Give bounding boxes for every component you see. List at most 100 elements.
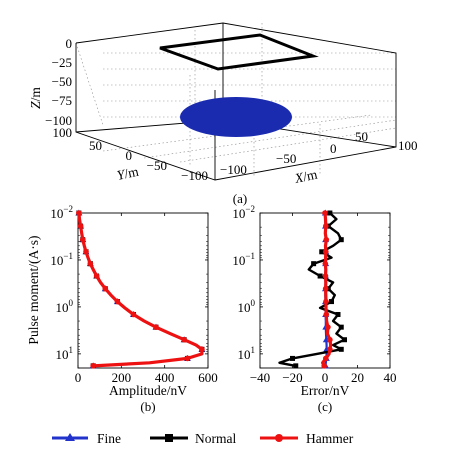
data-point-hammer [130,311,137,318]
data-point-normal [338,324,344,330]
data-point-normal [342,337,347,343]
panel-b-amplitude-plot: Pulse moment/(A·s) Amplitude/nV (b) 0 200… [26,204,218,414]
legend: Fine Normal Hammer [52,431,354,446]
series-line-fine [77,212,203,367]
x-tick-label: 40 [384,370,397,385]
data-point-hammer [199,346,205,353]
legend-item-hammer: Hammer [260,431,354,446]
z-axis-ticks: 0 −25 −50 −75 −100 [45,36,72,128]
x-tick: −100 [220,162,247,177]
x-tick-label: 20 [351,370,364,385]
square-loop [159,33,319,71]
panel-b-axes-box [77,212,209,369]
x-tick: 100 [398,138,418,153]
data-point-hammer [181,336,187,343]
caption-b: (b) [140,399,155,414]
y-tick-label: 10−1 [232,251,255,268]
square-marker-icon [165,434,173,442]
amplitude-axis-label: Amplitude/nV [109,383,187,398]
data-point-hammer [323,298,329,305]
caption-a: (a) [233,191,247,206]
data-point-hammer [323,311,330,318]
data-point-hammer [322,285,329,292]
data-point-normal [290,355,295,361]
y-tick-label: 100 [56,298,74,315]
data-point-hammer [323,355,329,362]
data-point-hammer [83,248,89,255]
z-tick: 0 [66,36,73,51]
legend-label-normal: Normal [195,431,236,446]
data-point-hammer [77,223,84,229]
data-point-normal [311,261,317,267]
data-point-hammer [323,236,330,243]
caption-c: (c) [318,399,332,414]
x-tick-label: 400 [155,370,175,385]
z-tick: −50 [52,74,72,89]
y-tick: 0 [126,148,133,163]
data-point-hammer [321,363,327,369]
data-point-normal [338,346,344,352]
z-tick: −75 [52,93,72,108]
disk-at-depth [180,97,292,137]
x-tick: 50 [355,129,368,144]
y-tick-label: 10−2 [50,204,73,221]
legend-item-normal: Normal [150,431,236,446]
data-point-hammer [327,346,333,353]
series-line-normal [77,212,204,368]
x-axis-label: X/m [293,166,320,186]
data-point-normal [317,273,323,279]
panel-a-3d-plot: 0 −25 −50 −75 −100 Z/m 100 50 0 −50 −100… [28,22,418,206]
x-tick: −50 [276,151,296,166]
x-axis-ticks: −100 −50 0 50 100 [220,129,418,177]
x-tick: 0 [330,141,337,156]
data-point-hammer [323,223,329,229]
y-tick-label: 101 [56,345,74,362]
data-point-hammer [184,355,191,362]
z-tick: −25 [52,55,72,70]
data-point-hammer [114,298,121,305]
y-tick-label: 101 [238,345,256,362]
data-point-hammer [153,324,159,330]
y-tick: −50 [147,158,167,173]
pulse-moment-label: Pulse moment/(A·s) [26,235,41,344]
panel-c-error-plot: Error/nV (c) −40 −20 0 20 40 10−2 10−1 100 101 [232,204,396,414]
data-point-hammer [327,336,333,343]
series-line-hammer [77,212,204,368]
y-axis-label: Y/m [116,164,141,183]
y-tick-label: 100 [238,298,256,315]
legend-label-hammer: Hammer [306,431,354,446]
triangle-marker-icon [65,433,75,441]
data-point-hammer [322,273,329,279]
data-point-hammer [102,285,109,292]
y-tick-label: 10−2 [232,204,255,221]
data-point-normal [338,237,344,243]
data-point-hammer [323,248,329,255]
data-point-hammer [76,210,82,216]
x-tick-label: 600 [198,370,218,385]
error-axis-label: Error/nV [301,383,350,398]
circle-marker-icon [275,434,283,442]
data-point-normal [335,311,341,317]
data-point-normal [327,210,333,216]
panel-a-grid [75,23,397,178]
data-point-hammer [87,260,94,267]
series-line-normal [278,212,346,368]
y-tick: 100 [53,125,73,140]
data-point-hammer [93,273,100,279]
x-tick-label: −20 [282,370,302,385]
z-axis-label: Z/m [28,87,43,109]
data-point-normal [293,363,299,369]
data-point-normal [319,249,325,255]
data-point-hammer [79,236,86,243]
data-point-hammer [325,324,331,330]
data-point-hammer [322,210,328,216]
y-tick: 50 [89,138,102,153]
x-tick-label: 0 [75,370,82,385]
data-point-normal [329,299,334,305]
legend-label-fine: Fine [97,431,121,446]
z-tick: −100 [45,113,72,128]
x-tick-label: 0 [322,370,329,385]
data-point-hammer [90,363,96,369]
data-point-hammer [322,260,329,267]
